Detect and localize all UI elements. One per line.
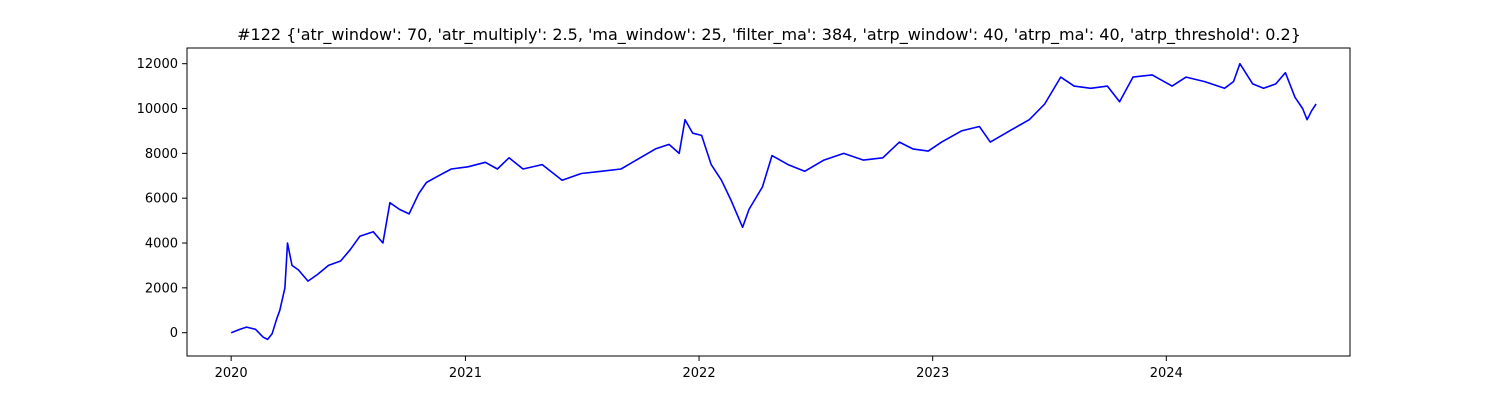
plot-area [186,47,1351,357]
y-tick-label: 6000 [145,192,178,207]
y-tick-label: 8000 [145,147,178,162]
y-axis: 0 2000 4000 6000 8000 10000 12000 [137,57,187,341]
y-tick-label: 4000 [145,237,178,252]
x-tick-label: 2021 [449,366,482,381]
equity-series-line [230,62,1317,341]
x-axis: 2020 2021 2022 2023 2024 [215,356,1183,381]
x-tick-label: 2024 [1150,366,1183,381]
chart-title: #122 {'atr_window': 70, 'atr_multiply': … [237,25,1301,45]
y-tick-label: 12000 [137,57,178,72]
series-layer [230,62,1317,341]
x-tick-label: 2020 [215,366,248,381]
y-tick-label: 2000 [145,281,178,296]
x-tick-label: 2022 [683,366,716,381]
y-tick-label: 10000 [137,102,178,117]
y-tick-label: 0 [170,326,178,341]
x-tick-label: 2023 [916,366,949,381]
